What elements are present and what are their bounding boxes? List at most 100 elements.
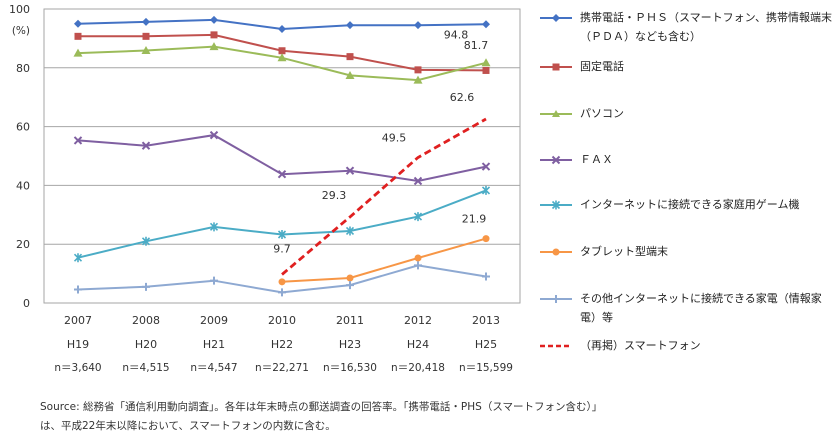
data-point bbox=[277, 53, 287, 62]
legend-swatch-mobile bbox=[540, 14, 572, 22]
data-label: 94.8 bbox=[444, 28, 469, 41]
data-point bbox=[209, 222, 219, 232]
data-point bbox=[74, 32, 82, 40]
x-era-label: H23 bbox=[339, 338, 361, 351]
data-point bbox=[141, 45, 151, 54]
data-label: 9.7 bbox=[273, 242, 291, 255]
x-sample-size-label: n＝22,271 bbox=[255, 362, 309, 374]
data-point bbox=[481, 58, 491, 67]
x-era-label: H25 bbox=[475, 338, 497, 351]
legend-swatch-landline bbox=[540, 63, 572, 71]
data-point bbox=[277, 229, 287, 239]
legend-swatch-pc bbox=[540, 110, 572, 117]
data-point bbox=[346, 53, 354, 61]
data-point bbox=[414, 261, 422, 270]
data-point bbox=[209, 130, 219, 140]
data-point bbox=[278, 278, 286, 286]
plot-border bbox=[43, 8, 521, 304]
series-2 bbox=[73, 42, 491, 84]
y-tick-label: 0 bbox=[23, 297, 30, 310]
legend-label-tablet: タブレット型端末 bbox=[580, 245, 668, 258]
data-label: 62.6 bbox=[450, 91, 475, 104]
y-tick-label: 80 bbox=[16, 62, 30, 75]
data-point bbox=[210, 31, 218, 39]
data-point bbox=[73, 136, 83, 145]
series-0 bbox=[74, 15, 490, 33]
data-point bbox=[346, 274, 354, 282]
data-point bbox=[210, 15, 218, 24]
legend-swatch-tablet bbox=[540, 248, 572, 256]
data-point bbox=[278, 24, 286, 33]
x-era-label: H22 bbox=[271, 338, 293, 351]
data-labels: 9.7 29.3 49.5 62.6 94.881.7 21.9 bbox=[273, 28, 488, 255]
x-sample-size-label: n＝16,530 bbox=[323, 362, 377, 374]
legend-label-game: インターネットに接続できる家庭用ゲーム機 bbox=[580, 198, 800, 211]
data-point bbox=[414, 66, 422, 74]
legend-swatch-smartphone bbox=[540, 344, 572, 348]
data-point bbox=[142, 17, 150, 26]
data-label: 81.7 bbox=[464, 39, 489, 52]
legend-swatch-game bbox=[540, 200, 572, 210]
x-tick-label: 2007 bbox=[64, 314, 92, 327]
data-point bbox=[73, 253, 83, 263]
y-axis-unit: (%) bbox=[12, 25, 30, 37]
series-line bbox=[281, 117, 487, 276]
y-tick-label: 100 bbox=[9, 3, 30, 16]
data-point bbox=[414, 254, 422, 262]
data-point bbox=[482, 272, 490, 281]
data-label: 49.5 bbox=[382, 131, 407, 144]
data-point bbox=[277, 170, 287, 179]
data-label: 21.9 bbox=[462, 213, 487, 226]
series-5 bbox=[278, 235, 490, 286]
data-point bbox=[142, 282, 150, 291]
data-label: 29.3 bbox=[322, 189, 347, 202]
x-tick-label: 2011 bbox=[336, 314, 364, 327]
legend: 携帯電話・ＰＨＳ（スマートフォン、携帯情報端末（ＰＤＡ）なども含む） 固定電話 … bbox=[536, 0, 834, 352]
legend-label-appliance: その他インターネットに接続できる家電（情報家電）等 bbox=[580, 292, 822, 324]
x-sample-size-label: n＝4,515 bbox=[122, 362, 169, 374]
source-note: Source: 総務省「通信利用動向調査」。各年は年末時点の郵送調査の回答率。「… bbox=[40, 401, 603, 432]
axes: 0 20 40 60 80 100 (%) 2007 H19 n＝3,640 2008 H20 n＝4,… bbox=[9, 3, 513, 374]
x-sample-size-label: n＝20,418 bbox=[391, 362, 445, 374]
data-point bbox=[481, 185, 491, 195]
data-point bbox=[481, 162, 491, 171]
data-point bbox=[413, 75, 423, 84]
series-lines bbox=[73, 15, 491, 297]
data-point bbox=[413, 212, 423, 222]
x-era-label: H24 bbox=[407, 338, 429, 351]
data-point bbox=[278, 47, 286, 55]
x-era-label: H21 bbox=[203, 338, 225, 351]
data-point bbox=[482, 235, 490, 243]
y-tick-label: 20 bbox=[16, 238, 30, 251]
x-era-label: H19 bbox=[67, 338, 89, 351]
gridlines bbox=[43, 8, 521, 304]
data-point bbox=[345, 166, 355, 175]
data-point bbox=[482, 20, 490, 29]
data-point bbox=[210, 276, 218, 285]
data-point bbox=[141, 236, 151, 246]
series-4 bbox=[73, 185, 491, 263]
data-point bbox=[414, 21, 422, 30]
data-point bbox=[278, 288, 286, 297]
x-tick-label: 2013 bbox=[472, 314, 500, 327]
series-3 bbox=[73, 130, 491, 186]
data-point bbox=[209, 42, 219, 51]
data-point bbox=[345, 226, 355, 236]
data-point bbox=[346, 21, 354, 30]
x-sample-size-label: n＝15,599 bbox=[459, 362, 513, 374]
series-1 bbox=[74, 31, 490, 74]
legend-label-pc: パソコン bbox=[580, 107, 624, 120]
x-tick-label: 2008 bbox=[132, 314, 160, 327]
y-tick-label: 60 bbox=[16, 121, 30, 134]
x-era-label: H20 bbox=[135, 338, 157, 351]
legend-swatch-fax bbox=[540, 155, 572, 165]
data-point bbox=[346, 281, 354, 290]
legend-swatch-appliance bbox=[540, 295, 572, 303]
legend-label-mobile: 携帯電話・ＰＨＳ（スマートフォン、携帯情報端末（ＰＤＡ）なども含む） bbox=[580, 11, 833, 43]
data-point bbox=[74, 285, 82, 294]
data-point bbox=[413, 176, 423, 186]
x-sample-size-label: n＝3,640 bbox=[54, 362, 101, 374]
data-point bbox=[73, 48, 83, 57]
series-6 bbox=[74, 261, 490, 297]
legend-label-landline: 固定電話 bbox=[580, 60, 624, 73]
